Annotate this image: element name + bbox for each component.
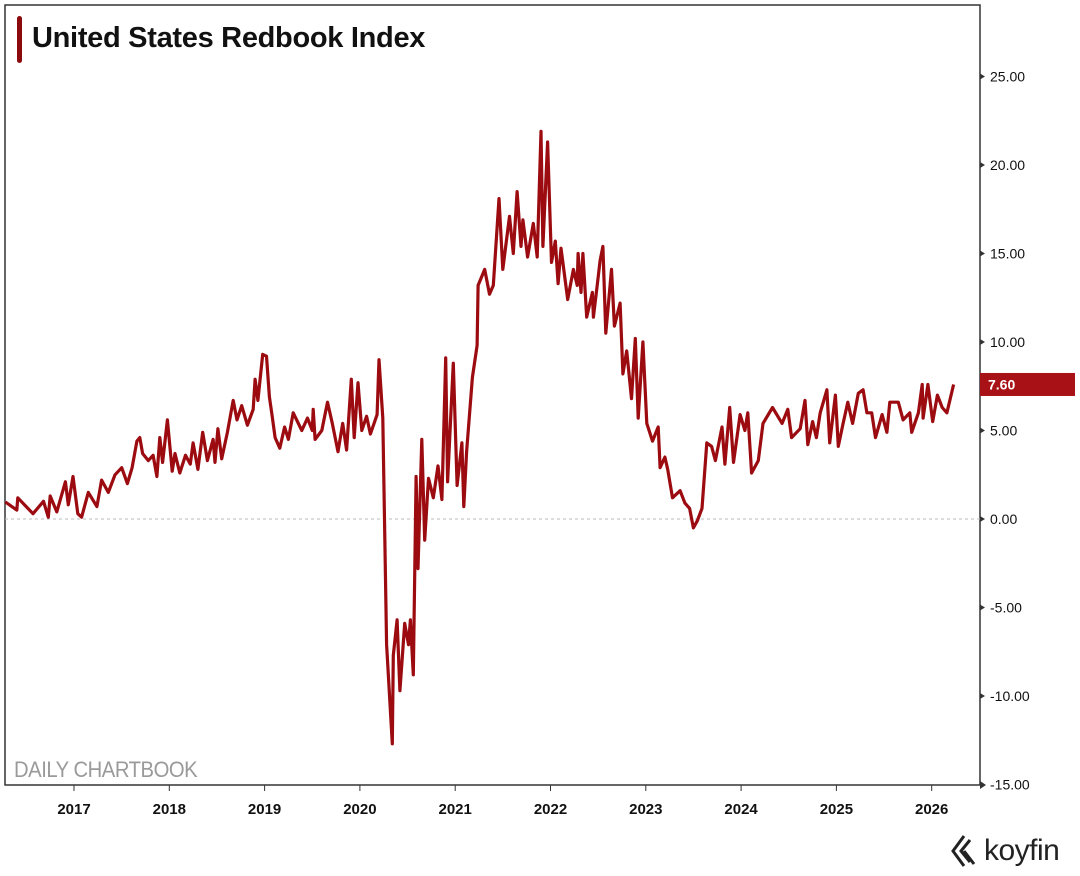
y-tick-label: 10.00	[990, 334, 1025, 350]
x-tick-label: 2024	[724, 801, 758, 818]
x-axis-arrow-icon	[980, 781, 986, 789]
x-tick-label: 2025	[820, 801, 853, 818]
y-axis: 25.00 20.00 15.00 10.00 5.00 0.00 -5.00 -10.00 -…	[980, 69, 1030, 793]
x-tick-label: 2018	[153, 801, 186, 818]
y-tick-mark	[980, 516, 985, 522]
x-tick-label: 2021	[439, 801, 472, 818]
last-value-badge: 7.60	[980, 372, 1075, 396]
koyfin-logo: koyfin	[950, 834, 1060, 868]
series-line	[4, 129, 956, 746]
y-tick-label: -15.00	[990, 777, 1030, 793]
y-tick-mark	[980, 73, 985, 80]
koyfin-logo-icon	[951, 835, 976, 867]
last-value-box	[980, 372, 1075, 396]
y-tick-mark	[980, 693, 985, 699]
x-axis: 2017 2018 2019 2020 2021 2022 2023 2024 2025 2026	[57, 785, 948, 818]
x-tick-label: 2017	[57, 801, 90, 818]
watermark: DAILY CHARTBOOK	[14, 757, 198, 782]
x-tick-label: 2023	[629, 801, 662, 818]
y-tick-label: 20.00	[990, 157, 1025, 173]
chart-title: United States Redbook Index	[32, 22, 426, 54]
y-tick-mark	[980, 604, 985, 611]
x-tick-label: 2026	[915, 801, 948, 818]
y-tick-label: 5.00	[990, 423, 1017, 439]
y-tick-label: -5.00	[990, 600, 1022, 616]
y-tick-label: 15.00	[990, 246, 1025, 262]
y-tick-label: 0.00	[990, 511, 1017, 527]
y-tick-label: 25.00	[990, 69, 1025, 85]
x-tick-label: 2020	[343, 801, 376, 818]
y-tick-label: -10.00	[990, 688, 1030, 704]
koyfin-logo-text: koyfin	[984, 834, 1060, 867]
y-tick-mark	[980, 162, 985, 168]
plot-frame	[4, 4, 981, 786]
y-tick-mark	[980, 339, 985, 345]
last-value-label: 7.60	[988, 376, 1015, 392]
y-tick-mark	[980, 427, 985, 434]
title-accent-bar	[17, 16, 22, 63]
x-tick-label: 2019	[248, 801, 281, 818]
y-tick-mark	[980, 250, 985, 257]
x-tick-label: 2022	[534, 801, 567, 818]
